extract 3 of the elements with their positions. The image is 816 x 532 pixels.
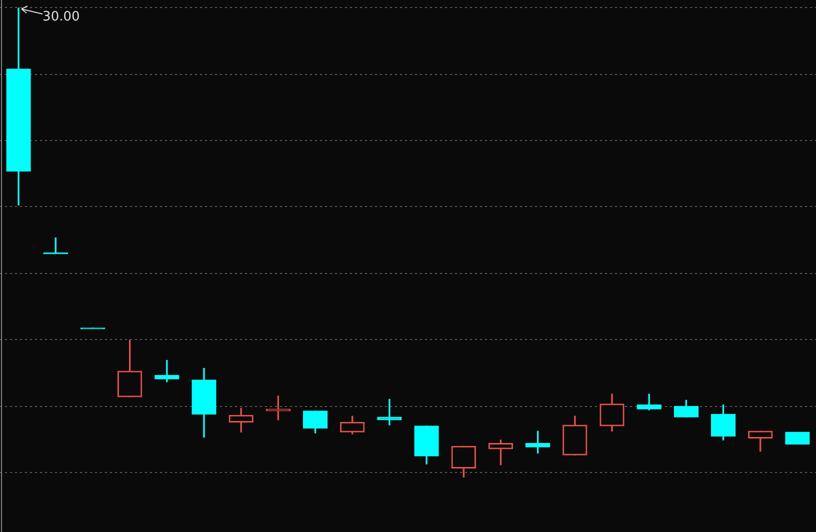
annotation: 30.00	[42, 9, 80, 24]
candlestick	[377, 398, 402, 426]
candlestick	[785, 432, 810, 445]
